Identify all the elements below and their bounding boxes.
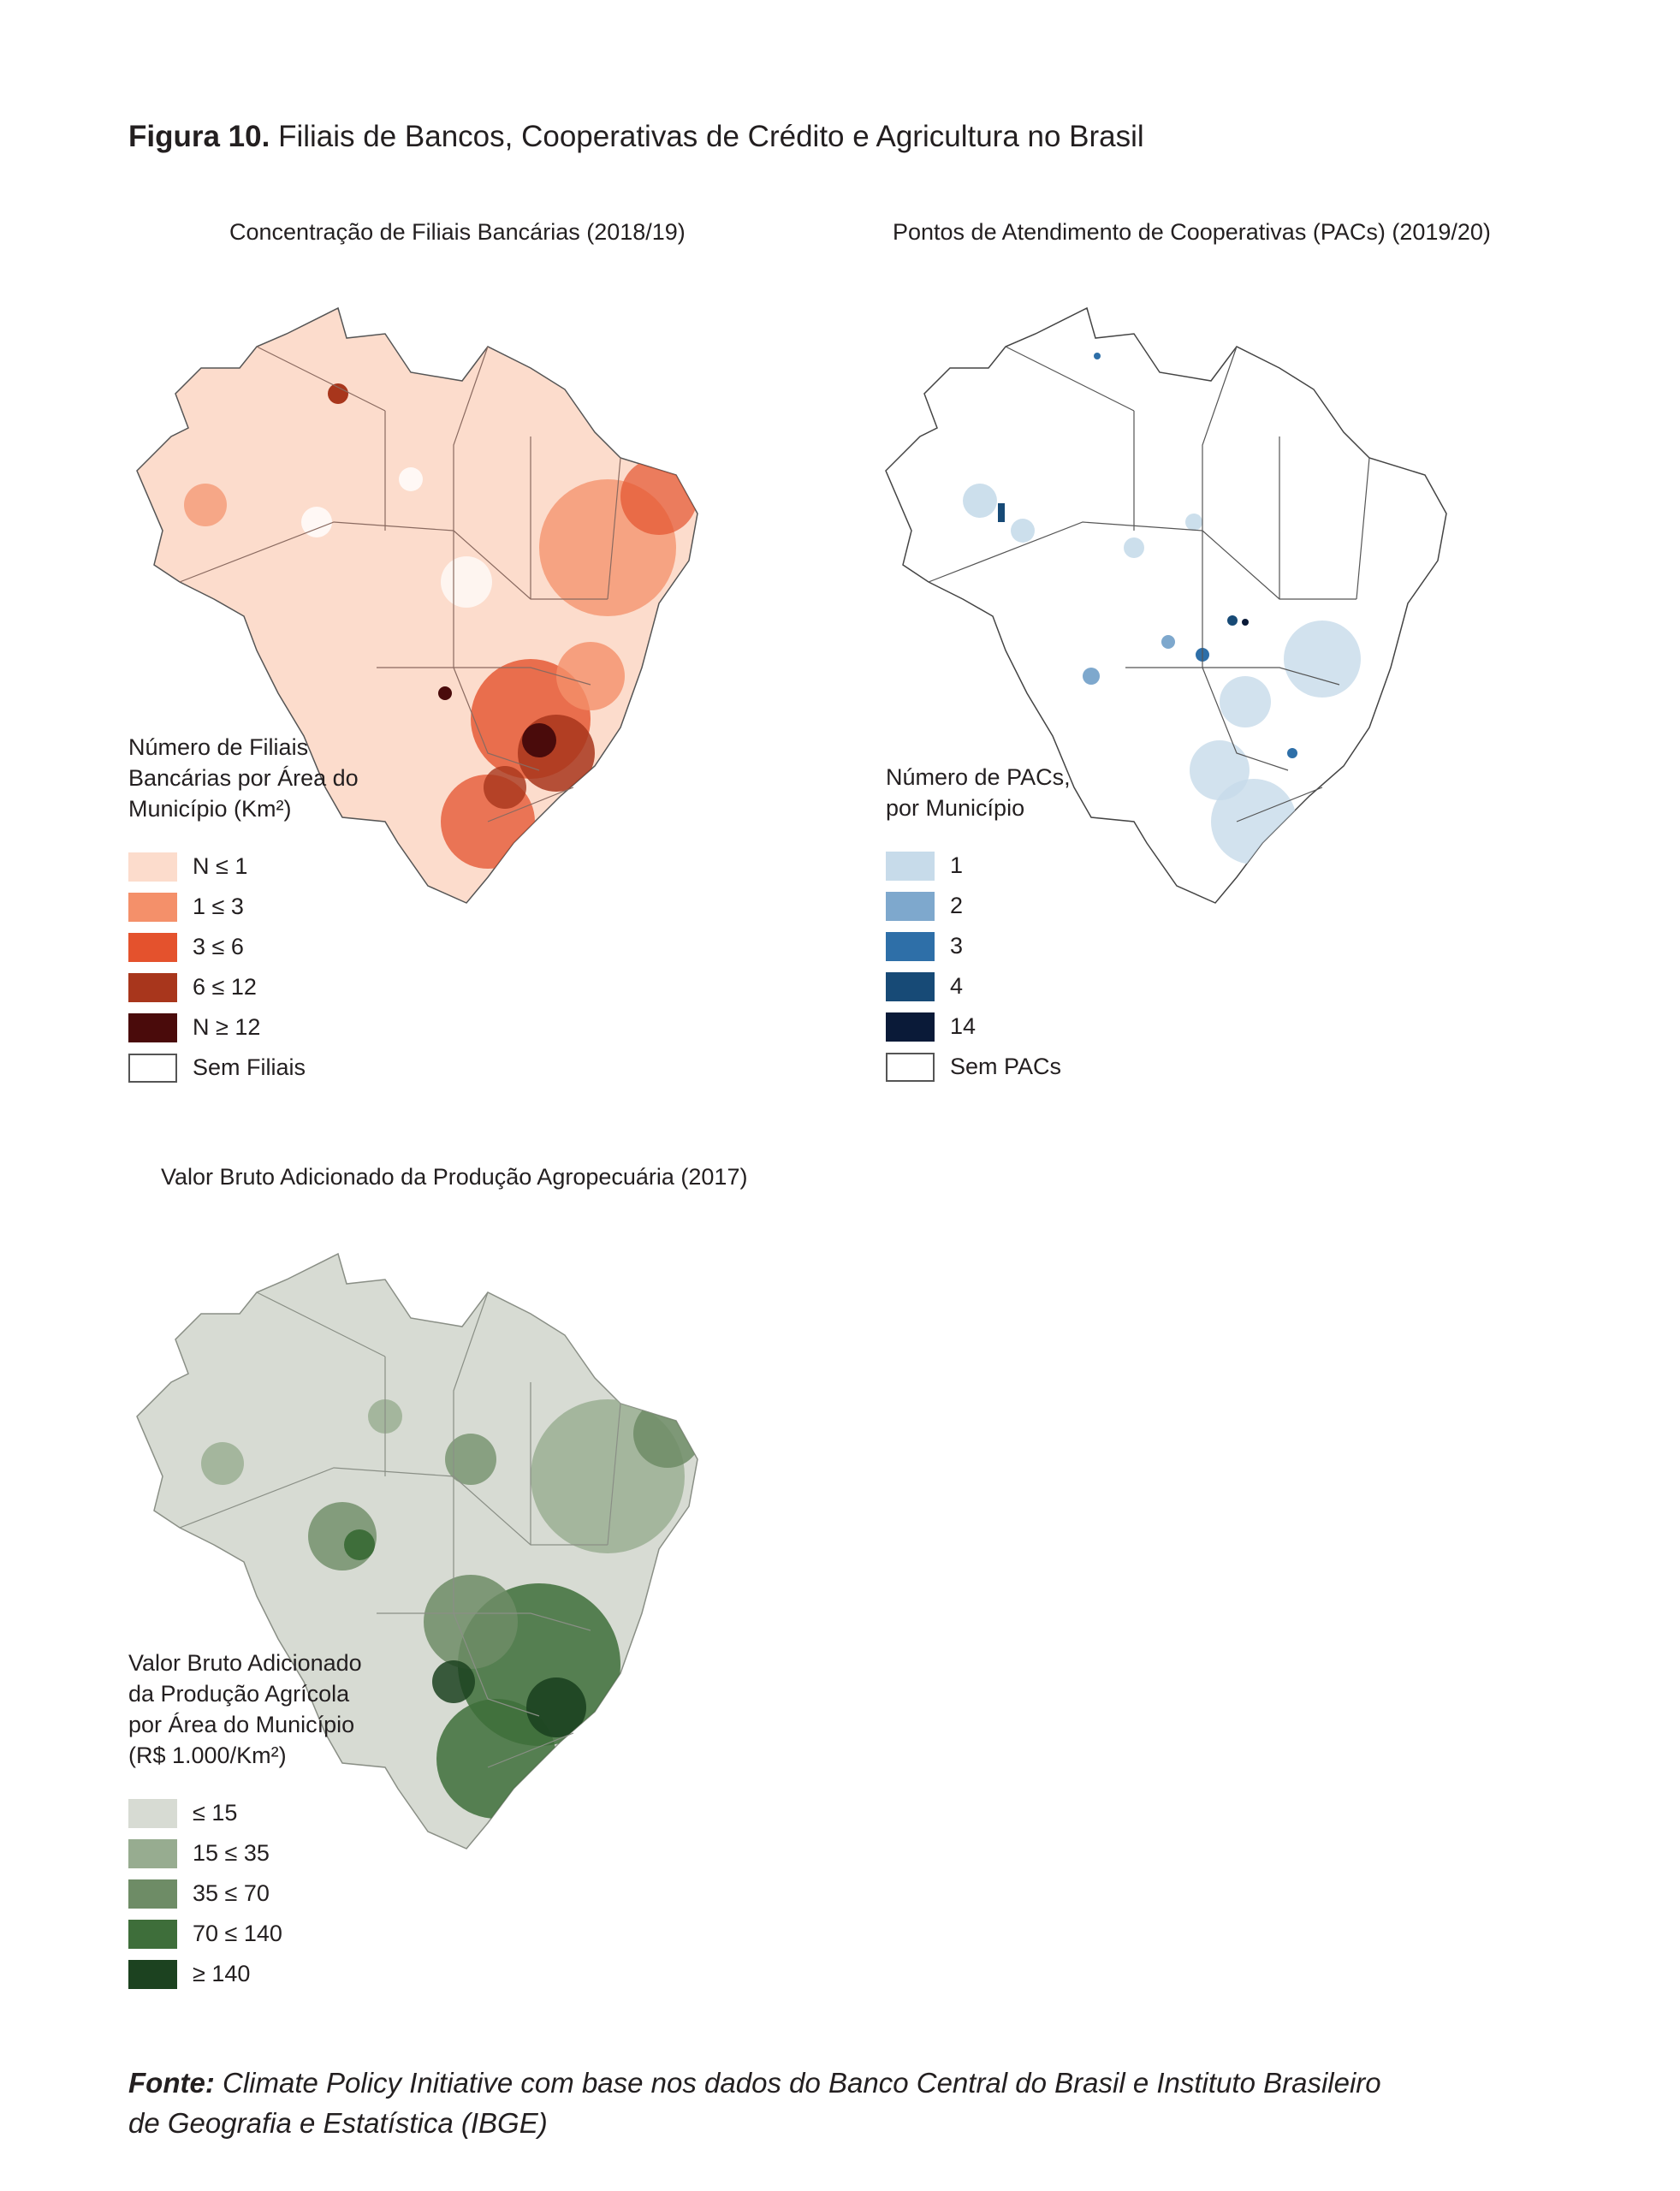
legend-label: 2 (950, 893, 964, 918)
source-label: Fonte: (128, 2067, 215, 2099)
legend-title: Número de Filiais Bancárias por Área do … (128, 734, 359, 822)
legend-item: Sem Filiais (128, 1048, 359, 1088)
legend-item: 15 ≤ 35 (128, 1833, 362, 1873)
legend-label: 3 ≤ 6 (193, 934, 244, 959)
legend-label: 15 ≤ 35 (193, 1840, 270, 1866)
legend-label: 6 ≤ 12 (193, 974, 257, 1000)
legend-item: ≥ 140 (128, 1954, 362, 1994)
legend-label: 14 (950, 1013, 977, 1039)
state-borders (179, 346, 621, 822)
legend-swatch (128, 1879, 177, 1909)
source-note: Fonte: Climate Policy Initiative com bas… (128, 2063, 1412, 2143)
legend-swatch (128, 1959, 177, 1989)
legend-label: Sem PACs (950, 1054, 1062, 1079)
map-title-cooperatives: Pontos de Atendimento de Cooperativas (P… (893, 219, 1491, 245)
state-borders (928, 346, 1370, 822)
legend-label: 70 ≤ 140 (193, 1921, 282, 1946)
legend-item: N ≥ 12 (128, 1007, 359, 1048)
legend-item: 3 ≤ 6 (128, 927, 359, 967)
legend-label: ≤ 15 (193, 1800, 238, 1826)
figure-title: Figura 10. Filiais de Bancos, Cooperativ… (128, 120, 1144, 154)
legend-swatch (886, 891, 935, 921)
legend-swatch (128, 1919, 177, 1949)
legend-label: 1 ≤ 3 (193, 894, 244, 919)
legend-label: 1 (950, 852, 964, 878)
legend-swatch (128, 972, 177, 1002)
legend-swatch (128, 1838, 177, 1868)
legend-item: 6 ≤ 12 (128, 967, 359, 1007)
legend-item: N ≤ 1 (128, 846, 359, 887)
legend-swatch (128, 852, 177, 882)
agriculture-legend: Valor Bruto Adicionado da Produção Agríc… (128, 1648, 362, 1994)
legend-title: Número de PACs, por Município (886, 764, 1071, 821)
legend-swatch (128, 1798, 177, 1828)
cooperatives-map (885, 306, 1447, 904)
legend-label: 3 (950, 933, 964, 959)
legend-item: 3 (886, 926, 1071, 966)
legend-swatch (128, 932, 177, 962)
legend-item: 70 ≤ 140 (128, 1914, 362, 1954)
legend-item: 35 ≤ 70 (128, 1873, 362, 1914)
legend-item: 2 (886, 886, 1071, 926)
legend-swatch (886, 931, 935, 961)
legend-swatch (128, 1053, 177, 1083)
legend-label: 35 ≤ 70 (193, 1880, 270, 1906)
brazil-landmass (885, 306, 1447, 904)
legend-item: 14 (886, 1006, 1071, 1047)
legend-label: Sem Filiais (193, 1054, 306, 1080)
legend-swatch (886, 1012, 935, 1042)
legend-swatch (128, 1012, 177, 1042)
legend-label: 4 (950, 973, 964, 999)
figure-label: Figura 10. (128, 120, 270, 153)
legend-item: ≤ 15 (128, 1793, 362, 1833)
agriculture-map (136, 1252, 698, 1850)
legend-swatch (886, 851, 935, 881)
cooperatives-legend: Número de PACs, por Município 1 2 3 4 14… (886, 762, 1071, 1087)
map-title-agriculture: Valor Bruto Adicionado da Produção Agrop… (161, 1164, 748, 1190)
source-text: Climate Policy Initiative com base nos d… (128, 2067, 1381, 2139)
legend-label: N ≥ 12 (193, 1014, 261, 1040)
legend-label: N ≤ 1 (193, 853, 248, 879)
legend-item: 1 ≤ 3 (128, 887, 359, 927)
legend-label: ≥ 140 (193, 1961, 251, 1986)
legend-item: 4 (886, 966, 1071, 1006)
legend-swatch (128, 892, 177, 922)
legend-title: Valor Bruto Adicionado da Produção Agríc… (128, 1650, 362, 1768)
legend-item: Sem PACs (886, 1047, 1071, 1087)
state-borders (179, 1291, 621, 1768)
legend-item: 1 (886, 846, 1071, 886)
map-title-bank-branches: Concentração de Filiais Bancárias (2018/… (229, 219, 686, 245)
figure-title-text: Filiais de Bancos, Cooperativas de Crédi… (278, 120, 1144, 153)
legend-swatch (886, 1052, 935, 1082)
bank-branches-legend: Número de Filiais Bancárias por Área do … (128, 732, 359, 1088)
legend-swatch (886, 971, 935, 1001)
bank-density-patches (184, 383, 698, 869)
bank-branches-map (136, 306, 698, 904)
